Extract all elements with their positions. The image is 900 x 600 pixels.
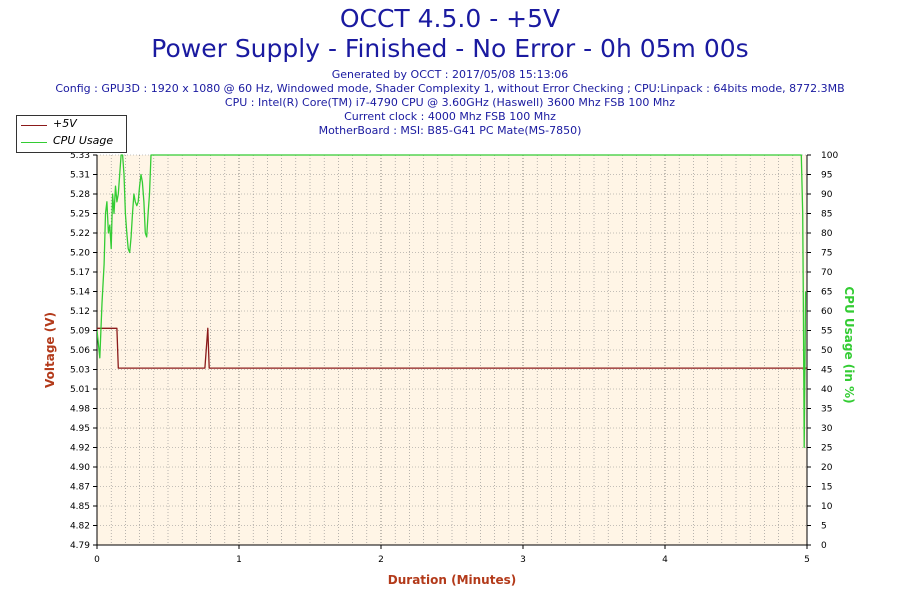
tick-label-right: 10 — [821, 502, 833, 512]
tick-label-left: 4.85 — [70, 502, 90, 512]
tick-label-right: 30 — [821, 424, 833, 434]
info-cpu: CPU : Intel(R) Core(TM) i7-4790 CPU @ 3.… — [224, 96, 676, 109]
tick-label-left: 4.92 — [70, 444, 90, 454]
tick-label-right: 35 — [821, 405, 832, 415]
legend-swatch-cpu — [21, 142, 47, 143]
legend-label-cpu: CPU Usage — [53, 134, 114, 147]
tick-label-left: 4.98 — [70, 405, 90, 415]
series-line-cpu — [97, 154, 807, 449]
tick-label-left: 5.20 — [70, 249, 90, 259]
tick-label-left: 5.22 — [70, 229, 90, 239]
tick-label-right: 40 — [821, 385, 833, 395]
tick-label-left: 5.31 — [70, 171, 90, 181]
info-generated: Generated by OCCT : 2017/05/08 15:13:06 — [331, 68, 569, 81]
tick-label-right: 15 — [821, 483, 832, 493]
tick-label-left: 4.90 — [70, 463, 90, 473]
tick-label-right: 45 — [821, 366, 832, 376]
info-clock: Current clock : 4000 Mhz FSB 100 Mhz — [344, 110, 556, 123]
tick-label-left: 4.79 — [70, 541, 90, 551]
tick-label-left: 4.95 — [70, 424, 90, 434]
legend-swatch-voltage — [21, 125, 47, 126]
tick-label-right: 25 — [821, 444, 832, 454]
y-axis-title-right: CPU Usage (in %) — [842, 286, 856, 403]
tick-label-right: 65 — [821, 288, 832, 298]
tick-label-left: 5.09 — [70, 327, 90, 337]
legend: +5V CPU Usage — [16, 115, 127, 153]
tick-label-left: 5.28 — [70, 190, 90, 200]
tick-label-left: 5.33 — [70, 151, 90, 161]
legend-label-voltage: +5V — [53, 117, 77, 130]
tick-label-left: 5.25 — [70, 210, 90, 220]
tick-label-bottom: 5 — [804, 555, 810, 565]
tick-label-right: 75 — [821, 249, 832, 259]
tick-label-bottom: 2 — [378, 555, 384, 565]
tick-label-left: 4.87 — [70, 483, 90, 493]
tick-label-right: 0 — [821, 541, 827, 551]
tick-label-right: 60 — [821, 307, 833, 317]
tick-label-right: 90 — [821, 190, 833, 200]
tick-label-left: 4.82 — [70, 522, 90, 532]
series-line-voltage — [97, 327, 807, 369]
tick-label-right: 85 — [821, 210, 832, 220]
tick-label-left: 5.03 — [70, 366, 90, 376]
tick-label-right: 20 — [821, 463, 833, 473]
y-axis-title-left: Voltage (V) — [43, 312, 57, 388]
tick-label-right: 5 — [821, 522, 827, 532]
tick-label-left: 5.06 — [70, 346, 90, 356]
chart-title: OCCT 4.5.0 - +5V — [339, 4, 561, 33]
tick-label-left: 5.01 — [70, 385, 90, 395]
legend-item-cpu: CPU Usage — [17, 134, 126, 150]
tick-label-bottom: 1 — [236, 555, 242, 565]
tick-label-bottom: 0 — [94, 555, 100, 565]
info-motherboard: MotherBoard : MSI: B85-G41 PC Mate(MS-78… — [318, 124, 582, 137]
tick-label-left: 5.17 — [70, 268, 90, 278]
x-axis-title: Duration (Minutes) — [388, 573, 516, 587]
info-config: Config : GPU3D : 1920 x 1080 @ 60 Hz, Wi… — [55, 82, 845, 95]
chart-subtitle: Power Supply - Finished - No Error - 0h … — [151, 34, 749, 63]
tick-label-bottom: 4 — [662, 555, 668, 565]
tick-label-right: 55 — [821, 327, 832, 337]
tick-label-bottom: 3 — [520, 555, 526, 565]
tick-label-left: 5.14 — [70, 288, 90, 298]
tick-label-right: 70 — [821, 268, 833, 278]
tick-label-right: 95 — [821, 171, 832, 181]
tick-label-right: 100 — [821, 151, 838, 161]
tick-label-right: 50 — [821, 346, 833, 356]
tick-label-left: 5.12 — [70, 307, 90, 317]
legend-item-voltage: +5V — [17, 117, 126, 133]
tick-label-right: 80 — [821, 229, 833, 239]
